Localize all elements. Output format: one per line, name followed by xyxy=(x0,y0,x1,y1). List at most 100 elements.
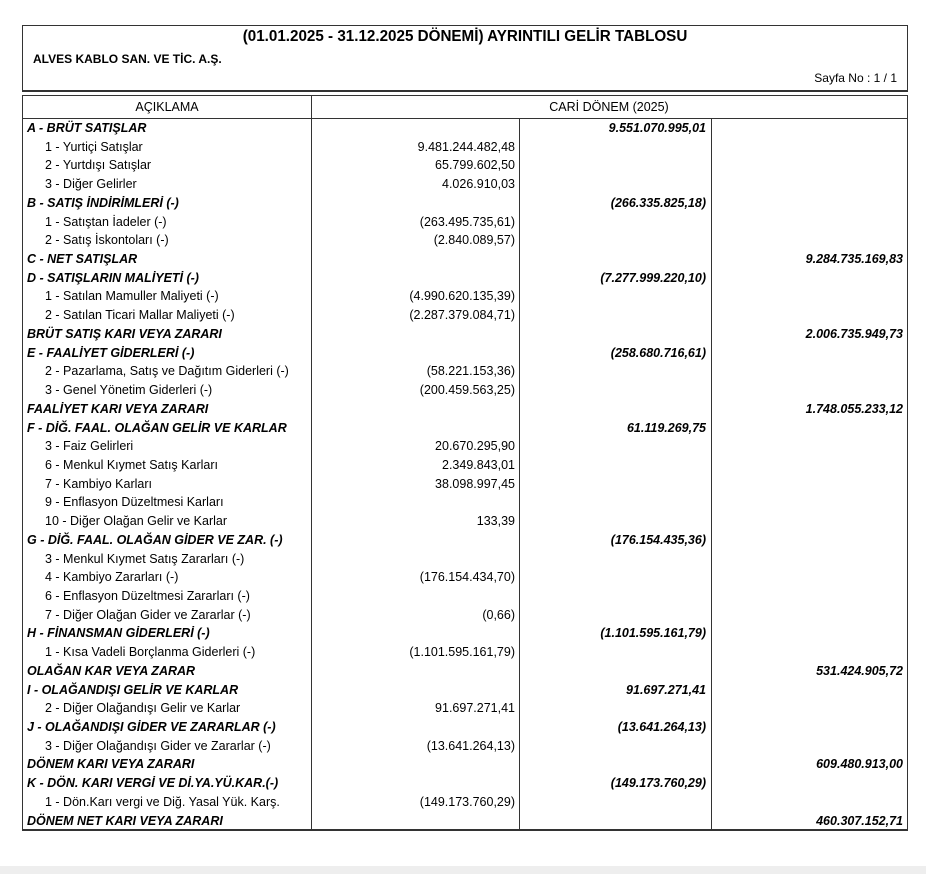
table-row: 1 - Dön.Karı vergi ve Diğ. Yasal Yük. Ka… xyxy=(23,793,907,812)
row-label: H - FİNANSMAN GİDERLERİ (-) xyxy=(27,626,210,641)
subtotal-amount: (176.154.435,36) xyxy=(610,532,706,547)
subtotal-amount: (266.335.825,18) xyxy=(610,195,706,210)
report-title: (01.01.2025 - 31.12.2025 DÖNEMİ) AYRINTI… xyxy=(242,28,688,45)
row-label: 1 - Satıştan İadeler (-) xyxy=(45,214,167,229)
table-row: 2 - Pazarlama, Satış ve Dağıtım Giderler… xyxy=(23,362,907,381)
table-row: J - OLAĞANDIŞI GİDER VE ZARARLAR (-) (13.… xyxy=(23,718,907,737)
detail-amount: (2.840.089,57) xyxy=(433,233,515,248)
detail-amount: 133,39 xyxy=(476,514,515,529)
row-label: F - DİĞ. FAAL. OLAĞAN GELİR VE KARLAR xyxy=(27,420,287,435)
detail-amount: 91.697.271,41 xyxy=(435,701,515,716)
detail-amount: 4.026.910,03 xyxy=(442,177,515,192)
income-statement-table: AÇIKLAMA CARİ DÖNEM (2025) A - BRÜT SATI… xyxy=(22,95,908,831)
total-amount: 531.424.905,72 xyxy=(816,663,903,678)
table-row: 9 - Enflasyon Düzeltmesi Karları xyxy=(23,493,907,512)
row-label: 6 - Menkul Kıymet Satış Karları xyxy=(45,457,218,472)
detail-amount: (2.287.379.084,71) xyxy=(409,308,515,323)
table-row: K - DÖN. KARI VERGİ VE Dİ.YA.YÜ.KAR.(-) (… xyxy=(23,774,907,793)
detail-amount: (176.154.434,70) xyxy=(419,570,515,585)
detail-amount: (4.990.620.135,39) xyxy=(409,289,515,304)
column-divider xyxy=(519,119,520,829)
row-label: BRÜT SATIŞ KARI VEYA ZARARI xyxy=(27,326,222,341)
row-label: 4 - Kambiyo Zararları (-) xyxy=(45,570,179,585)
page-number: Sayfa No : 1 / 1 xyxy=(814,71,897,85)
row-label: G - DİĞ. FAAL. OLAĞAN GİDER VE ZAR. (-) xyxy=(27,532,283,547)
detail-amount: 65.799.602,50 xyxy=(435,158,515,173)
row-label: 2 - Yurtdışı Satışlar xyxy=(45,158,152,173)
table-row: E - FAALİYET GİDERLERİ (-) (258.680.716,6… xyxy=(23,344,907,363)
total-amount: 1.748.055.233,12 xyxy=(805,401,903,416)
row-label: C - NET SATIŞLAR xyxy=(27,252,138,267)
company-name: ALVES KABLO SAN. VE TİC. A.Ş. xyxy=(33,52,222,66)
table-row: 10 - Diğer Olağan Gelir ve Karlar 133,39 xyxy=(23,512,907,531)
column-divider xyxy=(711,119,712,829)
column-header-period: CARİ DÖNEM (2025) xyxy=(549,100,669,114)
table-row: 3 - Diğer Olağandışı Gider ve Zararlar (… xyxy=(23,737,907,756)
row-label: K - DÖN. KARI VERGİ VE Dİ.YA.YÜ.KAR.(-) xyxy=(27,776,279,791)
row-label: 3 - Diğer Olağandışı Gider ve Zararlar (… xyxy=(45,738,271,753)
row-label: 1 - Kısa Vadeli Borçlanma Giderleri (-) xyxy=(45,645,256,660)
row-label: 2 - Pazarlama, Satış ve Dağıtım Giderler… xyxy=(45,364,289,379)
row-label: 7 - Diğer Olağan Gider ve Zararlar (-) xyxy=(45,607,251,622)
detail-amount: 38.098.997,45 xyxy=(435,476,515,491)
row-label: 9 - Enflasyon Düzeltmesi Karları xyxy=(45,495,224,510)
table-row: 2 - Diğer Olağandışı Gelir ve Karlar 91.6… xyxy=(23,699,907,718)
table-row: 3 - Genel Yönetim Giderleri (-) (200.459.… xyxy=(23,381,907,400)
row-label: E - FAALİYET GİDERLERİ (-) xyxy=(27,345,195,360)
detail-amount: 9.481.244.482,48 xyxy=(417,139,515,154)
table-row: DÖNEM KARI VEYA ZARARI 609.480.913,00 xyxy=(23,755,907,774)
table-body: A - BRÜT SATIŞLAR 9.551.070.995,01 1 - Yur… xyxy=(23,119,907,830)
total-amount: 2.006.735.949,73 xyxy=(805,326,903,341)
table-row: H - FİNANSMAN GİDERLERİ (-) (1.101.595.16… xyxy=(23,624,907,643)
table-row: 1 - Satılan Mamuller Maliyeti (-) (4.990.… xyxy=(23,287,907,306)
table-row: 2 - Satış İskontoları (-) (2.840.089,57) xyxy=(23,231,907,250)
table-row: 1 - Satıştan İadeler (-) (263.495.735,61) xyxy=(23,213,907,232)
table-row: DÖNEM NET KARI VEYA ZARARI 460.307.152,71 xyxy=(23,812,907,831)
table-row: 3 - Menkul Kıymet Satış Zararları (-) xyxy=(23,550,907,569)
row-label: FAALİYET KARI VEYA ZARARI xyxy=(27,401,209,416)
subtotal-amount: 61.119.269,75 xyxy=(626,420,706,435)
table-row: BRÜT SATIŞ KARI VEYA ZARARI 2.006.735.949… xyxy=(23,325,907,344)
table-header: AÇIKLAMA CARİ DÖNEM (2025) xyxy=(23,96,907,119)
subtotal-amount: (1.101.595.161,79) xyxy=(600,626,706,641)
table-row: B - SATIŞ İNDİRİMLERİ (-) (266.335.825,18… xyxy=(23,194,907,213)
detail-amount: (1.101.595.161,79) xyxy=(409,645,515,660)
table-row: I - OLAĞANDIŞI GELİR VE KARLAR 91.697.271… xyxy=(23,681,907,700)
total-amount: 9.284.735.169,83 xyxy=(805,252,903,267)
row-label: 3 - Diğer Gelirler xyxy=(45,177,137,192)
table-row: OLAĞAN KAR VEYA ZARAR 531.424.905,72 xyxy=(23,662,907,681)
detail-amount: 20.670.295,90 xyxy=(435,439,515,454)
subtotal-amount: 91.697.271,41 xyxy=(626,682,706,697)
subtotal-amount: (149.173.760,29) xyxy=(610,776,706,791)
table-row: D - SATIŞLARIN MALİYETİ (-) (7.277.999.22… xyxy=(23,269,907,288)
row-label: 6 - Enflasyon Düzeltmesi Zararları (-) xyxy=(45,588,250,603)
table-row: FAALİYET KARI VEYA ZARARI 1.748.055.233,1… xyxy=(23,400,907,419)
table-row: 1 - Yurtiçi Satışlar 9.481.244.482,48 xyxy=(23,138,907,157)
row-label: 2 - Satılan Ticari Mallar Maliyeti (-) xyxy=(45,308,235,323)
row-label: J - OLAĞANDIŞI GİDER VE ZARARLAR (-) xyxy=(27,720,276,734)
table-row: 3 - Diğer Gelirler 4.026.910,03 xyxy=(23,175,907,194)
row-label: DÖNEM NET KARI VEYA ZARARI xyxy=(27,813,223,828)
table-row: 7 - Kambiyo Karları 38.098.997,45 xyxy=(23,475,907,494)
table-row: F - DİĞ. FAAL. OLAĞAN GELİR VE KARLAR 61.… xyxy=(23,419,907,438)
row-label: 3 - Menkul Kıymet Satış Zararları (-) xyxy=(45,551,245,566)
row-label: 2 - Diğer Olağandışı Gelir ve Karlar xyxy=(45,701,241,716)
detail-amount: (0,66) xyxy=(482,607,515,622)
table-row: 2 - Satılan Ticari Mallar Maliyeti (-) (2… xyxy=(23,306,907,325)
table-row: 6 - Enflasyon Düzeltmesi Zararları (-) xyxy=(23,587,907,606)
table-row: 4 - Kambiyo Zararları (-) (176.154.434,70… xyxy=(23,568,907,587)
table-row: C - NET SATIŞLAR 9.284.735.169,83 xyxy=(23,250,907,269)
report-header: (01.01.2025 - 31.12.2025 DÖNEMİ) AYRINTI… xyxy=(22,25,908,92)
table-row: 7 - Diğer Olağan Gider ve Zararlar (-) (0… xyxy=(23,606,907,625)
row-label: D - SATIŞLARIN MALİYETİ (-) xyxy=(27,270,199,285)
row-label: A - BRÜT SATIŞLAR xyxy=(27,121,147,135)
row-label: 2 - Satış İskontoları (-) xyxy=(45,233,169,248)
detail-amount: (149.173.760,29) xyxy=(419,794,515,809)
table-row: 1 - Kısa Vadeli Borçlanma Giderleri (-) (… xyxy=(23,643,907,662)
table-row: A - BRÜT SATIŞLAR 9.551.070.995,01 xyxy=(23,119,907,138)
subtotal-amount: (7.277.999.220,10) xyxy=(600,270,706,285)
row-label: OLAĞAN KAR VEYA ZARAR xyxy=(27,663,196,678)
subtotal-amount: (258.680.716,61) xyxy=(610,345,706,360)
row-label: 1 - Satılan Mamuller Maliyeti (-) xyxy=(45,289,219,304)
column-header-description: AÇIKLAMA xyxy=(135,100,199,114)
